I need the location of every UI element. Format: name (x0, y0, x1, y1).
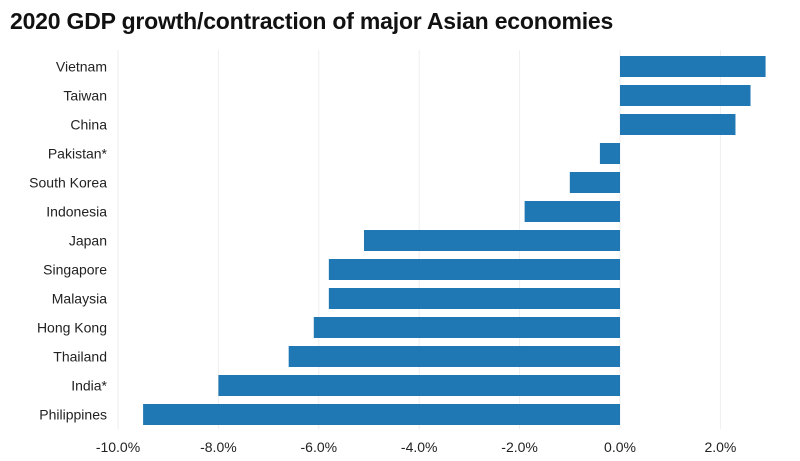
bar (524, 201, 620, 222)
category-label: Philippines (39, 407, 107, 423)
x-tick-label: -6.0% (301, 439, 338, 455)
bar (313, 317, 620, 338)
category-label: China (70, 117, 107, 133)
bar (569, 172, 620, 193)
bar (599, 143, 620, 164)
category-label: Pakistan* (48, 146, 108, 162)
bar (620, 85, 751, 106)
category-label: Vietnam (56, 59, 107, 75)
category-label: India* (71, 378, 107, 394)
bar (218, 375, 620, 396)
category-label: Japan (69, 233, 107, 249)
category-label: Hong Kong (37, 320, 107, 336)
category-label: Taiwan (63, 88, 107, 104)
bar (328, 259, 620, 280)
category-label: Malaysia (52, 291, 107, 307)
bar (143, 404, 620, 425)
x-tick-label: -8.0% (200, 439, 237, 455)
category-label: Indonesia (46, 204, 107, 220)
category-label: Singapore (43, 262, 107, 278)
bar (363, 230, 620, 251)
x-tick-label: -10.0% (96, 439, 140, 455)
chart-title: 2020 GDP growth/contraction of major Asi… (10, 8, 614, 34)
category-label: South Korea (29, 175, 107, 191)
category-label: Thailand (53, 349, 107, 365)
x-tick-label: -4.0% (401, 439, 438, 455)
bar (620, 56, 766, 77)
bar (288, 346, 620, 367)
x-tick-label: 2.0% (704, 439, 736, 455)
bar (620, 114, 736, 135)
bar (328, 288, 620, 309)
x-tick-label: 0.0% (604, 439, 636, 455)
x-tick-label: -2.0% (501, 439, 538, 455)
